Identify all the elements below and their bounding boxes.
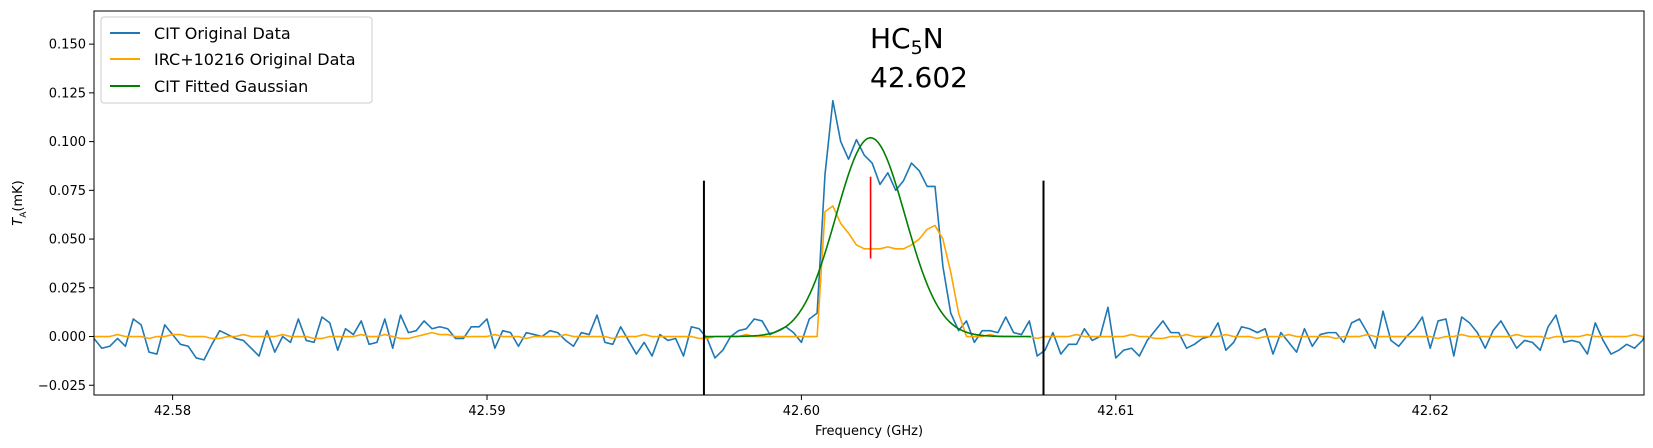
legend-entry-irc-data: IRC+10216 Original Data xyxy=(110,50,356,69)
series-gaussian xyxy=(703,136,1031,338)
y-tick-label: 0.100 xyxy=(49,135,86,150)
y-axis-label: TA(mK) xyxy=(11,180,29,225)
y-tick-label: 0.025 xyxy=(49,281,86,296)
legend-label-gaussian: CIT Fitted Gaussian xyxy=(154,77,308,96)
legend-box xyxy=(100,16,373,104)
molecule-name: HC5N xyxy=(870,22,944,59)
legend-label-irc-data: IRC+10216 Original Data xyxy=(154,50,356,69)
y-tick-label: 0.150 xyxy=(49,38,86,53)
legend: CIT Original Data IRC+10216 Original Dat… xyxy=(100,16,373,104)
axes-frame xyxy=(93,10,1645,396)
x-tick-label: 42.58 xyxy=(154,404,191,419)
molecule-annotation: HC5N 42.602 xyxy=(870,22,968,94)
series-irc-data xyxy=(94,205,1644,340)
axis-ticks: 42.58 42.59 42.60 42.61 42.62 −0.025 0.000 0.02… xyxy=(38,38,1449,419)
y-tick-label: 0.000 xyxy=(49,330,86,345)
plot-area xyxy=(94,99,1644,395)
x-tick-label: 42.61 xyxy=(1097,404,1134,419)
y-tick-label: −0.025 xyxy=(38,379,86,394)
series-cit-data xyxy=(94,99,1644,361)
x-tick-label: 42.60 xyxy=(783,404,820,419)
legend-label-cit-data: CIT Original Data xyxy=(154,24,291,43)
legend-entry-gaussian: CIT Fitted Gaussian xyxy=(110,77,308,96)
x-axis-label: Frequency (GHz) xyxy=(815,424,923,439)
y-tick-label: 0.050 xyxy=(49,233,86,248)
y-tick-label: 0.125 xyxy=(49,86,86,101)
molecule-frequency: 42.602 xyxy=(870,61,968,94)
x-tick-label: 42.62 xyxy=(1412,404,1449,419)
x-tick-label: 42.59 xyxy=(468,404,505,419)
legend-entry-cit-data: CIT Original Data xyxy=(110,24,291,43)
y-tick-label: 0.075 xyxy=(49,184,86,199)
